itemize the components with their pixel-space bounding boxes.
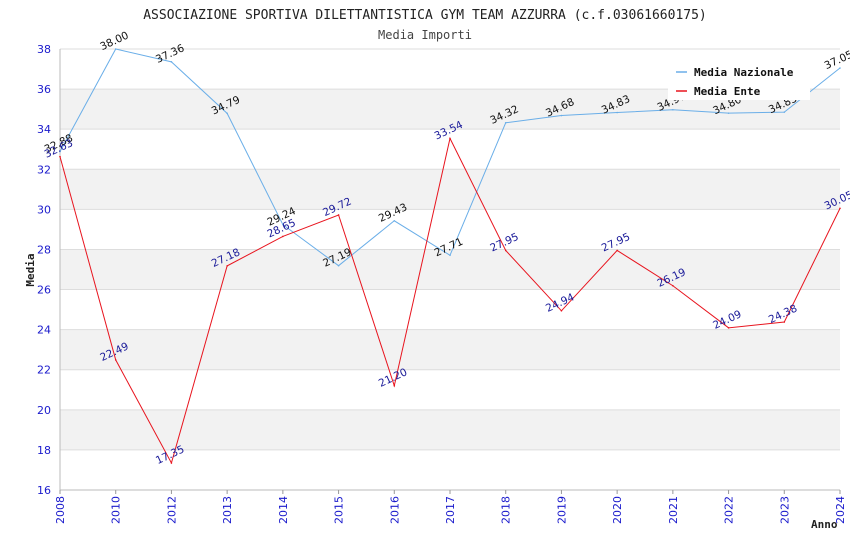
grid-band	[60, 329, 840, 370]
data-point	[59, 155, 61, 158]
x-tick-label: 2019	[555, 496, 568, 524]
x-tick-label: 2012	[165, 496, 178, 524]
grid-band	[60, 249, 840, 290]
data-point	[393, 384, 396, 387]
data-point	[114, 48, 117, 50]
grid-band	[60, 169, 840, 210]
series-lines	[59, 48, 841, 465]
y-tick-label: 28	[37, 243, 51, 256]
data-point	[337, 214, 340, 216]
legend-label: Media Nazionale	[694, 66, 794, 79]
x-tick-label: 2016	[388, 496, 401, 524]
data-point	[672, 108, 674, 111]
chart-subtitle: Media Importi	[378, 28, 472, 42]
data-point	[226, 265, 228, 267]
x-tick-label: 2008	[54, 496, 67, 524]
x-tick-label: 2014	[277, 496, 290, 524]
data-point	[449, 254, 451, 257]
y-axis: 16 18 20 22 24 26 28 30 32 34 36 38	[37, 43, 61, 497]
y-tick-label: 16	[37, 484, 51, 497]
data-point	[783, 321, 786, 323]
x-tick-label: 2013	[221, 496, 234, 524]
y-tick-label: 36	[37, 83, 51, 96]
data-point	[727, 327, 730, 329]
y-tick-label: 22	[37, 364, 51, 377]
grid-band	[60, 449, 840, 490]
legend-label: Media Ente	[694, 85, 761, 98]
y-tick-label: 20	[37, 404, 51, 417]
grid-bands	[60, 48, 840, 491]
data-point	[616, 111, 618, 114]
y-tick-label: 24	[37, 324, 51, 337]
data-point	[449, 137, 451, 140]
data-point	[282, 235, 284, 238]
x-tick-label: 2021	[667, 496, 680, 524]
data-point	[59, 150, 61, 153]
grid-band	[60, 129, 840, 170]
x-tick-label: 2010	[110, 496, 123, 524]
data-point	[170, 61, 173, 63]
x-tick-label: 2018	[500, 496, 513, 524]
data-point	[504, 249, 507, 252]
data-point	[839, 67, 841, 69]
data-point	[616, 249, 618, 252]
data-point	[114, 359, 117, 361]
data-point	[282, 223, 284, 226]
y-tick-label: 26	[37, 284, 51, 297]
data-point	[393, 219, 396, 222]
data-point	[226, 112, 228, 115]
chart-title: ASSOCIAZIONE SPORTIVA DILETTANTISTICA GY…	[143, 8, 707, 23]
y-axis-label: Media	[24, 253, 37, 286]
data-point	[170, 462, 173, 464]
data-point	[672, 284, 674, 287]
x-axis: 2008 2010 2012 2013 2014 2015 2016 2017 2018 2019…	[54, 489, 847, 524]
data-point	[783, 111, 786, 113]
x-tick-label: 2017	[444, 496, 457, 524]
x-tick-label: 2022	[723, 496, 736, 524]
x-tick-label: 2020	[611, 496, 624, 524]
grid-band	[60, 369, 840, 410]
y-tick-label: 32	[37, 163, 51, 176]
x-tick-label: 2024	[834, 496, 847, 524]
data-point	[839, 207, 841, 210]
grid-band	[60, 409, 840, 450]
grid-band	[60, 209, 840, 250]
legend-box	[668, 60, 810, 100]
x-tick-label: 2015	[333, 496, 346, 524]
x-tick-label: 2023	[778, 496, 791, 524]
x-axis-label: Anno	[811, 518, 838, 531]
data-point	[727, 112, 730, 114]
data-point	[560, 309, 563, 312]
y-tick-label: 30	[37, 203, 51, 216]
y-tick-label: 38	[37, 43, 51, 56]
data-point	[560, 114, 563, 117]
y-tick-label: 34	[37, 123, 51, 136]
legend: Media Nazionale Media Ente	[668, 60, 810, 100]
y-tick-label: 18	[37, 444, 51, 457]
grid-band	[60, 289, 840, 330]
data-point	[337, 264, 340, 267]
data-point	[504, 121, 507, 124]
